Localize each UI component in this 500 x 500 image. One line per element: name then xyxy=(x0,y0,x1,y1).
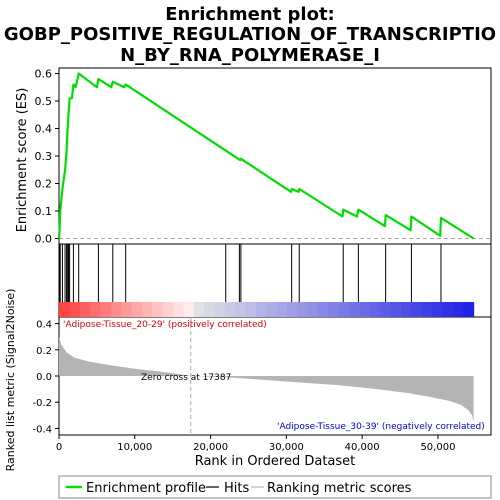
rank-color-segment xyxy=(193,302,205,317)
rank-color-segment xyxy=(318,302,330,317)
es-y-tick-label: 0.0 xyxy=(35,233,53,246)
rank-color-segment xyxy=(90,302,102,317)
rank-color-segment xyxy=(390,302,402,317)
positive-correlation-label: 'Adipose-Tissue_20-29' (positively corre… xyxy=(63,320,267,330)
rank-x-tick-label: 10,000 xyxy=(117,442,152,453)
es-y-tick-label: 0.5 xyxy=(35,95,53,108)
zero-cross-label: Zero cross at 17387 xyxy=(141,373,231,383)
es-y-tick-label: 0.3 xyxy=(35,150,53,163)
rank-x-tick-label: 30,000 xyxy=(269,442,304,453)
rank-color-segment xyxy=(276,302,288,317)
rank-color-segment xyxy=(245,302,257,317)
legend-frame xyxy=(58,475,492,499)
metric-axis-label: Ranked list metric (Signal2Noise) xyxy=(4,289,17,472)
rank-color-segment xyxy=(328,302,340,317)
metric-y-tick-label: -0.4 xyxy=(32,424,52,435)
rank-color-segment xyxy=(266,302,278,317)
rank-color-segment xyxy=(204,302,216,317)
rank-color-segment xyxy=(411,302,423,317)
es-y-tick-label: 0.1 xyxy=(35,205,53,218)
rank-color-segment xyxy=(224,302,236,317)
rank-color-segment xyxy=(173,302,184,317)
legend-hits-label: Hits xyxy=(224,481,249,496)
rank-color-segment xyxy=(69,302,81,317)
rank-color-segment xyxy=(255,302,267,317)
chart-title-line-2: GOBP_POSITIVE_REGULATION_OF_TRANSCRIPTIO xyxy=(4,24,496,45)
rank-color-segment xyxy=(59,302,70,317)
chart-title-line-1: Enrichment plot: xyxy=(165,4,335,25)
rank-color-segment xyxy=(162,302,174,317)
rank-axis-label: Rank in Ordered Dataset xyxy=(195,454,356,469)
rank-x-tick-label: 40,000 xyxy=(345,442,380,453)
metric-y-tick-label: 0.0 xyxy=(36,372,52,383)
rank-color-segment xyxy=(421,302,433,317)
rank-x-tick-label: 20,000 xyxy=(193,442,228,453)
rank-color-segment xyxy=(183,302,195,317)
rank-color-segment xyxy=(442,302,454,317)
es-y-tick-label: 0.6 xyxy=(35,68,53,81)
es-y-tick-label: 0.4 xyxy=(35,123,53,136)
rank-color-segment xyxy=(214,302,226,317)
rank-color-segment xyxy=(307,302,319,317)
rank-color-segment xyxy=(452,302,464,317)
es-layer: 0.0 0.1 0.2 0.3 0.4 0.5 0.6 xyxy=(35,68,491,246)
enrichment-profile-line xyxy=(57,72,475,240)
rank-color-segment xyxy=(432,302,444,317)
rank-color-segment xyxy=(369,302,381,317)
rank-color-segment xyxy=(110,302,122,317)
metric-y-tick-label: -0.2 xyxy=(32,398,52,409)
es-y-tick-label: 0.2 xyxy=(35,178,53,191)
metric-y-tick-label: 0.4 xyxy=(36,320,52,331)
metric-y-tick-label: 0.2 xyxy=(36,346,52,357)
rank-color-segment xyxy=(235,302,247,317)
rank-color-segment xyxy=(297,302,309,317)
metric-layer: 0.4 0.2 0.0 -0.2 -0.4 0 10,000 20,000 30,000 40,0… xyxy=(32,317,474,453)
legend-metric-label: Ranking metric scores xyxy=(267,481,412,496)
hits-layer xyxy=(59,244,475,317)
rank-color-segment xyxy=(152,302,164,317)
rank-x-tick-label: 50,000 xyxy=(420,442,455,453)
rank-color-segment xyxy=(131,302,143,317)
rank-color-segment xyxy=(100,302,112,317)
ranking-metric-area xyxy=(59,336,474,422)
negative-correlation-label: 'Adipose-Tissue_30-39' (negatively corre… xyxy=(277,422,485,432)
rank-color-segment xyxy=(401,302,412,317)
chart-title-line-3: N_BY_RNA_POLYMERASE_I xyxy=(120,45,380,66)
rank-color-segment xyxy=(287,302,298,317)
rank-color-segment xyxy=(349,302,361,317)
es-panel-frame xyxy=(58,67,492,245)
rank-color-segment xyxy=(121,302,133,317)
legend-enrichment-label: Enrichment profile xyxy=(86,481,206,496)
rank-color-segment xyxy=(338,302,350,317)
rank-x-tick-label: 0 xyxy=(56,442,62,453)
es-axis-label: Enrichment score (ES) xyxy=(15,88,30,233)
rank-color-segment xyxy=(359,302,371,317)
rank-color-segment xyxy=(141,302,153,317)
legend: Enrichment profile Hits Ranking metric s… xyxy=(58,475,492,499)
rank-color-segment xyxy=(79,302,91,317)
rank-color-segment xyxy=(463,302,475,317)
rank-color-segment xyxy=(380,302,392,317)
